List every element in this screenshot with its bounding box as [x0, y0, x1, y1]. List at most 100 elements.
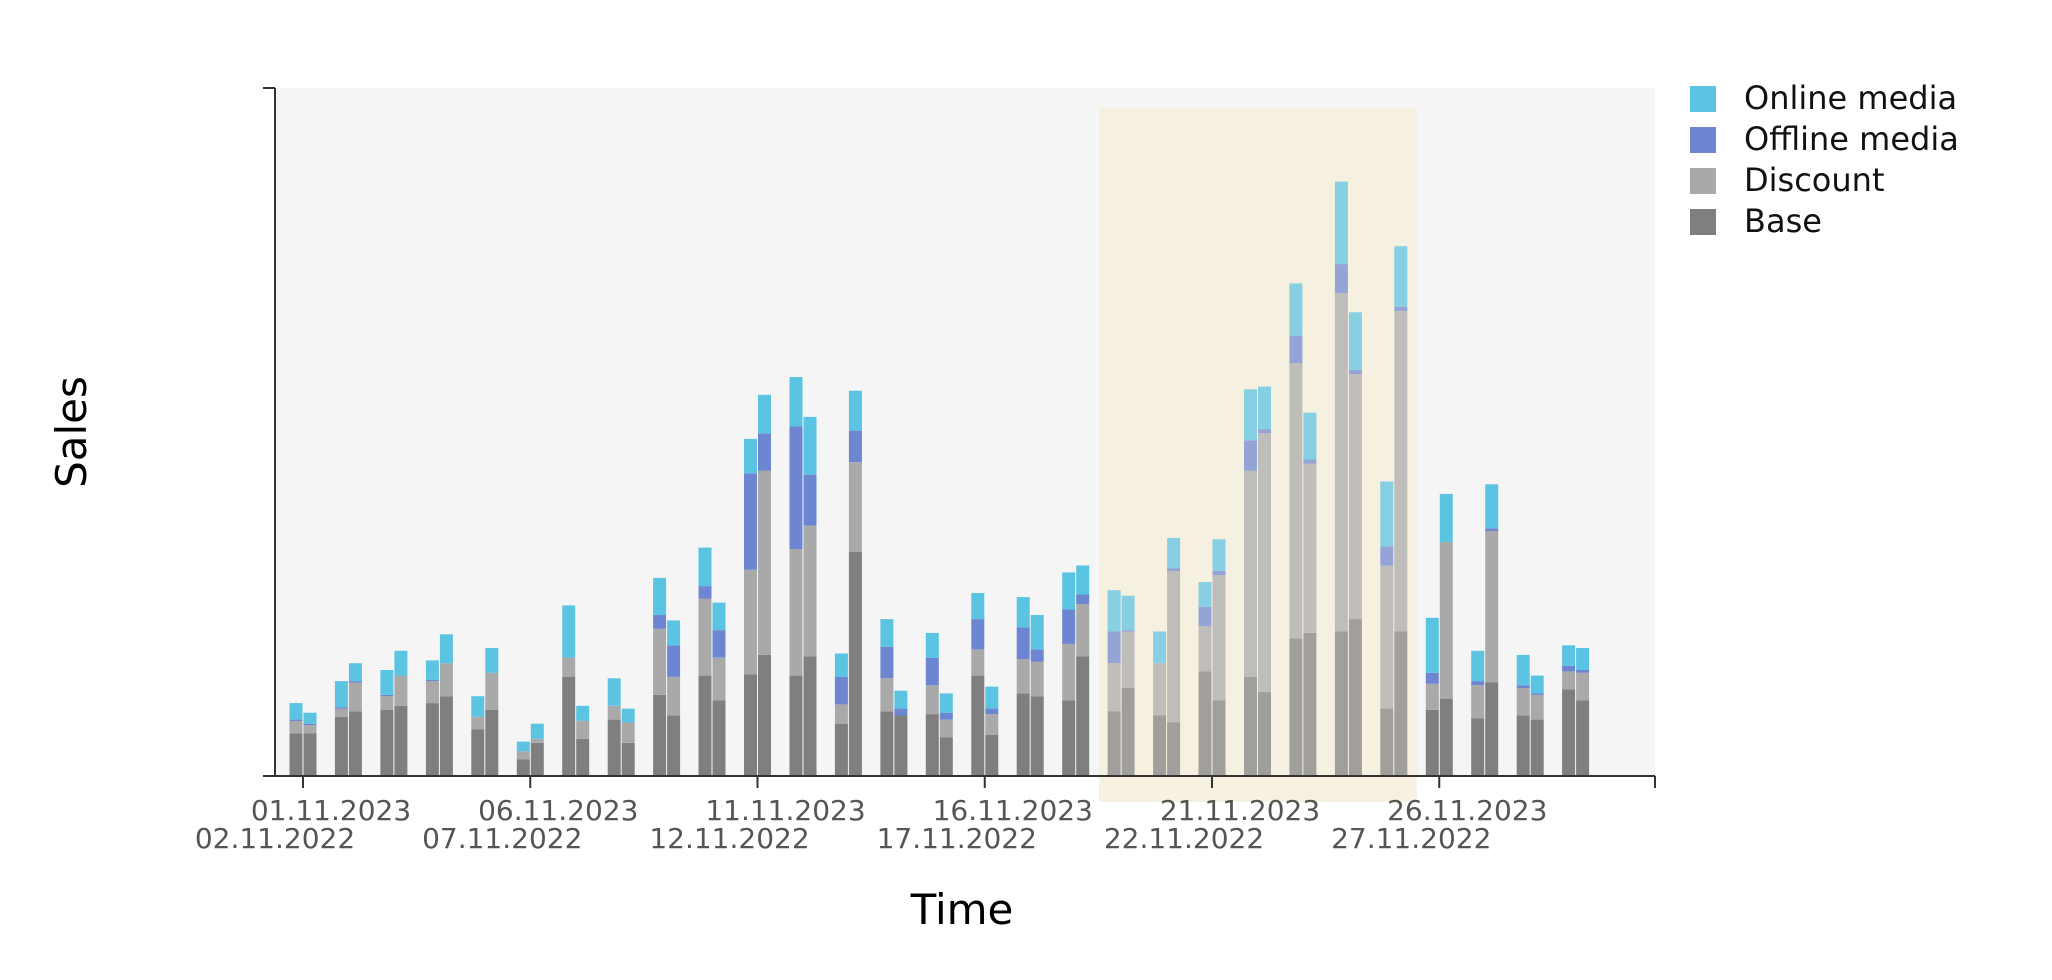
bar-current-day4-online-media — [425, 660, 439, 680]
bar-previous-day25-base — [1394, 631, 1408, 776]
bar-current-day10-base — [698, 675, 712, 776]
x-tick-label-current-3: 11.11.2023 — [705, 794, 865, 827]
bar-current-day1-base — [289, 733, 303, 776]
bar-previous-day25-offline-media — [1394, 306, 1408, 311]
bar-previous-day24-online-media — [1348, 312, 1362, 371]
bar-previous-day29-discount — [1576, 672, 1590, 701]
bar-current-day18-discount — [1062, 643, 1076, 701]
bars-layer — [289, 181, 1590, 776]
legend-swatch-offline-media — [1690, 127, 1716, 153]
bar-previous-day5-online-media — [485, 648, 499, 673]
bar-current-day25-online-media — [1380, 481, 1394, 547]
bar-current-day15-offline-media — [925, 657, 939, 686]
bar-previous-day9-base — [667, 715, 681, 776]
bar-current-day4-base — [425, 703, 439, 776]
bar-previous-day22-base — [1258, 692, 1271, 776]
bar-previous-day29-offline-media — [1576, 670, 1590, 673]
legend-swatch-discount — [1690, 168, 1716, 194]
bar-previous-day12-online-media — [803, 416, 817, 475]
bar-current-day11-discount — [744, 569, 757, 675]
bar-previous-day6-base — [530, 743, 544, 776]
bar-previous-day25-online-media — [1394, 246, 1408, 307]
x-tick-label-previous-4: 17.11.2022 — [877, 822, 1037, 855]
bar-current-day28-offline-media — [1516, 685, 1530, 688]
bar-current-day2-offline-media — [334, 707, 348, 709]
bar-current-day19-online-media — [1107, 590, 1121, 632]
bar-previous-day8-discount — [621, 722, 635, 743]
bar-current-day12-base — [789, 675, 803, 776]
bar-previous-day22-online-media — [1258, 386, 1271, 430]
bar-previous-day22-discount — [1258, 433, 1271, 693]
bar-previous-day2-offline-media — [348, 681, 362, 683]
bar-current-day22-offline-media — [1244, 440, 1257, 471]
bar-previous-day17-online-media — [1030, 615, 1044, 650]
bar-previous-day24-discount — [1348, 374, 1362, 620]
bar-previous-day27-online-media — [1485, 484, 1499, 529]
bar-current-day9-online-media — [653, 577, 667, 616]
bar-previous-day3-online-media — [394, 650, 408, 676]
bar-current-day14-online-media — [880, 619, 894, 647]
bar-previous-day27-discount — [1485, 531, 1499, 683]
bar-current-day9-base — [653, 694, 667, 776]
bar-current-day7-base — [562, 676, 576, 776]
bar-previous-day18-online-media — [1076, 565, 1090, 595]
bar-current-day2-discount — [334, 708, 348, 717]
legend-swatch-base — [1690, 209, 1716, 235]
bar-current-day13-base — [834, 723, 848, 776]
bar-previous-day19-offline-media — [1121, 630, 1135, 632]
bar-previous-day20-discount — [1167, 571, 1181, 723]
bar-previous-day18-discount — [1076, 604, 1090, 657]
bar-current-day4-discount — [425, 681, 439, 704]
bar-previous-day25-discount — [1394, 310, 1408, 632]
bar-previous-day9-online-media — [667, 620, 681, 646]
bar-current-day12-discount — [789, 549, 803, 676]
bar-current-day26-base — [1425, 710, 1439, 776]
bar-previous-day23-discount — [1303, 463, 1317, 633]
bar-previous-day1-online-media — [303, 712, 317, 724]
bar-previous-day26-discount — [1439, 542, 1453, 699]
bar-current-day2-online-media — [334, 681, 348, 708]
bar-previous-day2-base — [348, 711, 362, 776]
bar-current-day7-discount — [562, 657, 576, 677]
bar-current-day24-base — [1334, 631, 1348, 776]
bar-previous-day4-base — [439, 696, 453, 776]
bar-current-day29-offline-media — [1562, 665, 1576, 672]
bar-previous-day24-base — [1348, 619, 1362, 776]
bar-current-day17-offline-media — [1016, 627, 1030, 659]
legend-label-discount: Discount — [1744, 161, 1884, 199]
x-tick-label-current-5: 21.11.2023 — [1160, 794, 1320, 827]
bar-previous-day19-online-media — [1121, 595, 1135, 631]
bar-current-day18-offline-media — [1062, 609, 1076, 644]
bar-current-day14-discount — [880, 678, 894, 712]
x-tick-label-previous-2: 07.11.2022 — [422, 822, 582, 855]
bar-current-day3-discount — [380, 696, 394, 710]
bar-current-day14-offline-media — [880, 646, 894, 679]
bar-current-day1-offline-media — [289, 719, 303, 721]
bar-previous-day1-base — [303, 733, 317, 776]
bar-current-day21-base — [1198, 671, 1212, 776]
bar-previous-day1-discount — [303, 725, 317, 734]
bar-previous-day18-offline-media — [1076, 594, 1090, 604]
bar-current-day28-online-media — [1516, 654, 1530, 686]
bar-current-day4-offline-media — [425, 679, 439, 682]
bar-previous-day5-base — [485, 710, 499, 776]
bar-previous-day7-online-media — [576, 705, 590, 721]
bar-previous-day16-base — [985, 734, 999, 776]
bar-current-day6-base — [516, 759, 530, 776]
bar-previous-day1-offline-media — [303, 723, 317, 726]
bar-previous-day24-offline-media — [1348, 370, 1362, 375]
bar-previous-day23-online-media — [1303, 412, 1317, 460]
bar-previous-day16-discount — [985, 714, 999, 735]
x-tick-label-previous-1: 02.11.2022 — [195, 822, 355, 855]
bar-current-day9-discount — [653, 628, 667, 695]
bar-previous-day14-base — [894, 715, 908, 776]
bar-previous-day4-online-media — [439, 634, 453, 664]
bar-previous-day29-online-media — [1576, 648, 1590, 670]
bar-previous-day10-discount — [712, 657, 726, 701]
bar-current-day10-discount — [698, 598, 712, 676]
bar-current-day29-online-media — [1562, 645, 1576, 666]
bar-current-day23-base — [1289, 638, 1303, 776]
bar-previous-day10-online-media — [712, 602, 726, 631]
bar-previous-day14-offline-media — [894, 708, 908, 716]
